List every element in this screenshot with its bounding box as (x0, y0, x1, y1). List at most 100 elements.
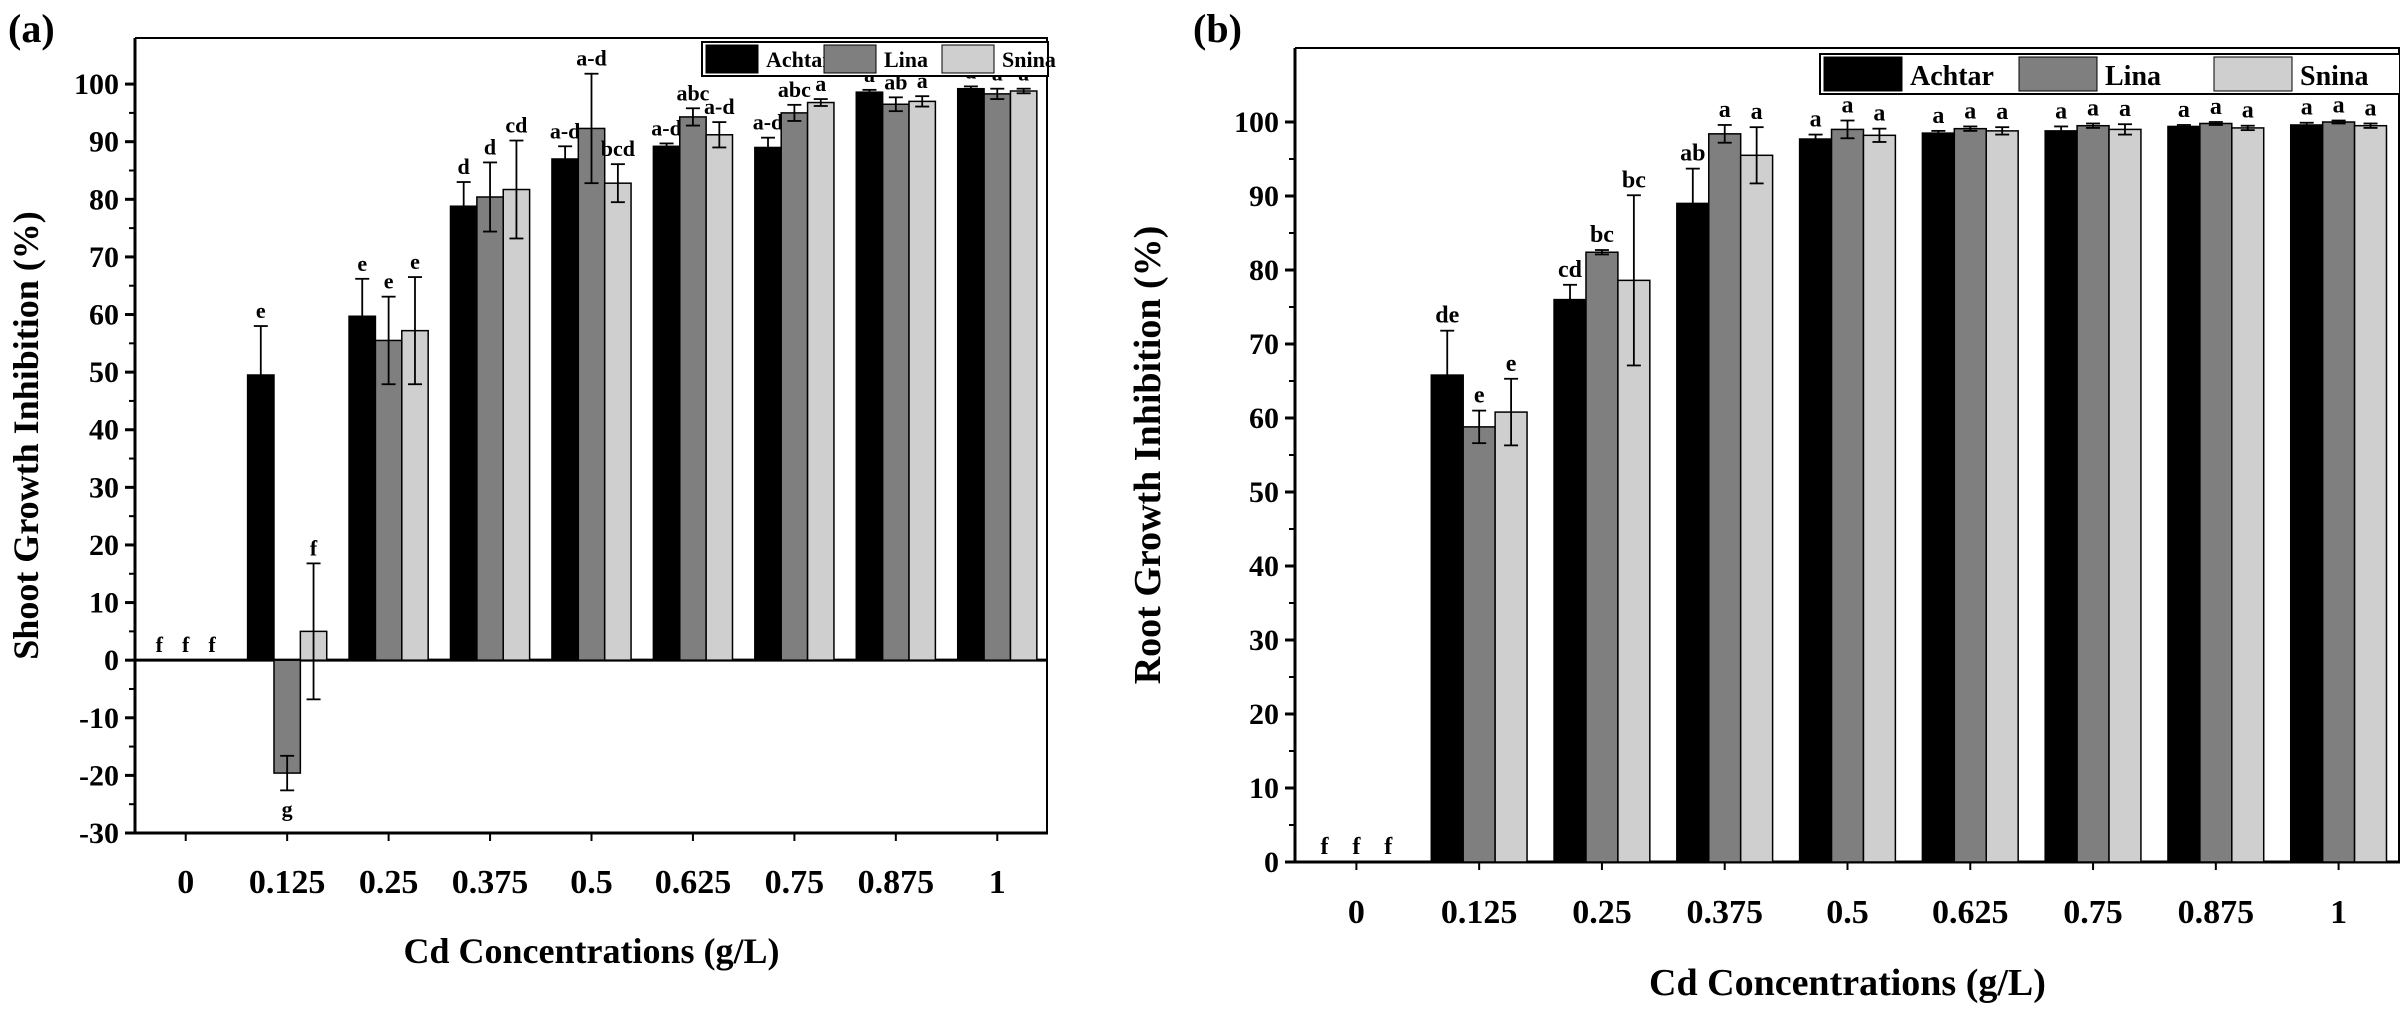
p0-y-tick-label: 70 (89, 241, 119, 274)
p1-x-tick-label: 0.125 (1441, 894, 1518, 931)
p1-significance-letter: de (1435, 303, 1459, 329)
p1-significance-letter: a (2087, 95, 2099, 121)
p1-significance-letter: a (2365, 95, 2377, 121)
p0-x-tick-label: 0.5 (570, 864, 613, 901)
p0-significance-letter: a (815, 71, 826, 96)
p0-y-tick-label: 40 (89, 414, 119, 447)
p1-y-tick-label: 60 (1249, 402, 1279, 435)
p0-bar-snina (603, 182, 632, 661)
p1-bar-lina (1585, 251, 1619, 863)
p1-bar-achtar (1798, 138, 1833, 863)
p0-significance-letter: a-d (704, 94, 735, 119)
p1-y-tick-label: 80 (1249, 254, 1279, 287)
p0-y-tick-label: -20 (79, 759, 119, 792)
p0-bar-lina (881, 103, 910, 661)
p1-bar-achtar (1676, 202, 1710, 863)
p0-bar-lina (679, 116, 707, 661)
p0-x-tick-label: 0.375 (452, 864, 529, 901)
p0-legend-swatch-snina (941, 44, 995, 74)
p1-y-tick-label: 50 (1249, 476, 1279, 509)
p1-bar-lina (2321, 121, 2356, 863)
p0-significance-letter: cd (505, 113, 527, 138)
p1-x-tick-label: 0.625 (1932, 894, 2009, 931)
p1-significance-letter: a (1932, 103, 1944, 129)
p1-bar-snina (1739, 154, 1774, 863)
p0-x-tick-label: 1 (989, 864, 1006, 901)
p1-bar-lina (1830, 128, 1865, 863)
p1-significance-letter: a (1751, 99, 1763, 125)
p0-significance-letter: a (917, 68, 928, 93)
p0-x-tick-label: 0.625 (655, 864, 732, 901)
p1-significance-letter: f (1320, 834, 1329, 860)
p1-bar-snina (2353, 124, 2388, 863)
p0-y-axis-title: Shoot Growth Inhibition (%) (6, 211, 46, 659)
p1-y-tick-label: 30 (1249, 624, 1279, 657)
p0-significance-letter: d (484, 134, 496, 159)
p0-y-tick-label: 100 (74, 68, 119, 101)
p1-y-tick-label: 20 (1249, 698, 1279, 731)
panel-a-shoot-chart: (a) -30 -20 -10 0 10 20 30 40 50 60 70 80 90 100 0 0.12… (6, 6, 1056, 971)
p1-significance-letter: cd (1558, 257, 1583, 283)
p1-x-tick-label: 0.875 (2178, 894, 2255, 931)
p1-significance-letter: bc (1622, 167, 1646, 193)
p1-bar-achtar (2289, 124, 2324, 863)
p1-y-tick-label: 100 (1234, 106, 1279, 139)
p1-significance-letter: a (1964, 98, 1976, 124)
p1-significance-letter: a (2055, 98, 2067, 124)
p1-significance-letter: a (1842, 93, 1854, 119)
p1-x-tick-label: 1 (2330, 894, 2347, 931)
p0-bar-snina (502, 188, 531, 661)
p1-bar-achtar (2044, 130, 2078, 863)
p1-bar-achtar (1553, 298, 1587, 863)
p0-bar-lina (374, 339, 403, 661)
p1-significance-letter: f (1352, 834, 1361, 860)
p0-significance-letter: a-d (550, 118, 581, 143)
p1-bar-snina (1494, 411, 1528, 863)
p0-legend-swatch-lina (823, 44, 877, 74)
p0-significance-letter: d (458, 154, 470, 179)
p0-bar-achtar (855, 91, 884, 661)
p1-x-tick-label: 0.5 (1826, 894, 1869, 931)
p0-x-tick-label: 0.125 (249, 864, 326, 901)
p1-significance-letter: a (1719, 97, 1731, 123)
p0-bar-snina (1009, 90, 1038, 661)
p0-bar-snina (806, 101, 835, 661)
p1-significance-letter: a (2210, 94, 2222, 120)
p1-bar-snina (1617, 279, 1651, 863)
p1-bar-snina (1862, 134, 1897, 863)
p1-significance-letter: a (2333, 93, 2345, 119)
p0-significance-letter: f (156, 632, 164, 657)
p1-bar-snina (2231, 127, 2265, 863)
p0-y-tick-label: 60 (89, 299, 119, 332)
p0-legend-label-achtar: Achtar (766, 47, 832, 72)
p0-significance-letter: bcd (601, 136, 635, 161)
p0-bar-lina (273, 659, 302, 774)
p0-legend-label-lina: Lina (884, 47, 928, 72)
p0-y-tick-label: 10 (89, 587, 119, 620)
p0-bar-achtar (449, 205, 478, 661)
p1-significance-letter: a (1996, 99, 2008, 125)
p1-x-tick-label: 0.375 (1686, 894, 1763, 931)
panel-b-root-chart: (b) 0 10 20 30 40 50 60 70 80 90 100 0 0.125 0.25 0.37… (1127, 6, 2400, 1004)
p0-x-tick-label: 0.25 (359, 864, 419, 901)
p1-x-tick-label: 0 (1348, 894, 1365, 931)
p1-legend-label-lina: Lina (2105, 61, 2161, 92)
p1-significance-letter: f (1384, 834, 1393, 860)
p0-y-tick-label: -10 (79, 702, 119, 735)
p1-legend-swatch-lina (2018, 56, 2098, 92)
p0-significance-letter: f (208, 632, 216, 657)
p1-significance-letter: e (1474, 383, 1485, 409)
p0-y-tick-label: 90 (89, 126, 119, 159)
p1-significance-letter: a (2242, 98, 2254, 124)
p0-bar-lina (476, 196, 504, 661)
p0-x-tick-label: 0.75 (765, 864, 825, 901)
p1-legend-box (1819, 53, 2400, 95)
p1-x-axis-title: Cd Concentrations (g/L) (1649, 962, 2046, 1004)
p0-y-tick-label: 20 (89, 529, 119, 562)
p0-bar-snina (908, 100, 937, 661)
p1-significance-letter: a (2119, 96, 2131, 122)
p1-x-tick-label: 0.25 (1572, 894, 1632, 931)
p0-bar-achtar (348, 315, 377, 661)
p1-legend-swatch-achtar (1823, 56, 1903, 92)
p1-bar-lina (1708, 133, 1742, 863)
